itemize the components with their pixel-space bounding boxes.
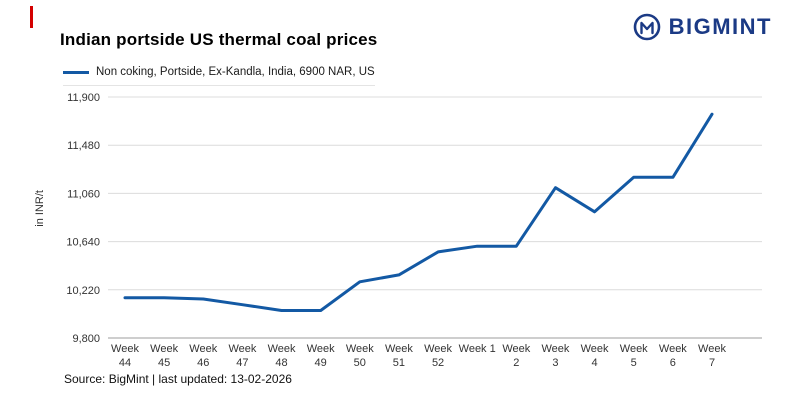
x-tick-label: Week 50: [346, 343, 374, 369]
y-tick-label: 9,800: [72, 333, 100, 345]
x-tick-label: Week 46: [189, 343, 217, 369]
x-tick-label: Week 3: [542, 343, 570, 369]
x-tick-label: Week 52: [424, 343, 452, 369]
legend-label: Non coking, Portside, Ex-Kandla, India, …: [96, 66, 375, 78]
x-tick-label: Week 2: [502, 343, 530, 369]
x-tick-label: Week 51: [385, 343, 413, 369]
chart-title: Indian portside US thermal coal prices: [60, 30, 378, 49]
x-tick-label: Week 4: [581, 343, 609, 369]
x-tick-label: Week 5: [620, 343, 648, 369]
x-tick-label: Week 7: [698, 343, 726, 369]
accent-bar: [30, 6, 33, 28]
x-tick-label: Week 1: [459, 343, 496, 355]
x-tick-label: Week 48: [268, 343, 296, 369]
y-tick-label: 11,480: [67, 140, 100, 152]
y-tick-label: 10,640: [66, 237, 100, 249]
bigmint-logo-icon: [632, 12, 662, 42]
y-tick-label: 11,900: [67, 92, 100, 104]
x-tick-label: Week 47: [228, 343, 256, 369]
bigmint-logo: BIGMINT: [632, 12, 772, 42]
legend: Non coking, Portside, Ex-Kandla, India, …: [63, 66, 375, 86]
x-tick-label: Week 49: [307, 343, 335, 369]
y-tick-label: 11,060: [67, 188, 100, 200]
source-note: Source: BigMint | last updated: 13-02-20…: [64, 372, 292, 386]
bigmint-logo-text: BIGMINT: [668, 14, 772, 39]
price-line: [123, 112, 714, 312]
legend-line-swatch: [63, 70, 89, 74]
y-tick-label: 10,220: [66, 285, 100, 297]
x-tick-label: Week 45: [150, 343, 178, 369]
x-tick-label: Week 44: [111, 343, 139, 369]
x-tick-label: Week 6: [659, 343, 687, 369]
